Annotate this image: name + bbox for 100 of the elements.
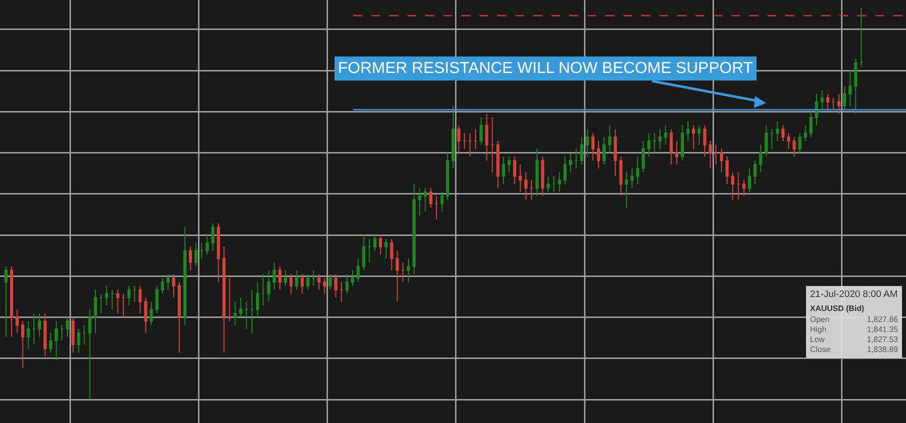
annotation: XAUUSD (Bid) xyxy=(810,304,866,313)
candlestick xyxy=(826,94,830,110)
candlestick xyxy=(396,250,399,302)
candlestick xyxy=(452,105,455,169)
candlestick xyxy=(804,124,807,142)
candlestick xyxy=(496,140,500,188)
candlestick xyxy=(714,144,718,165)
candlestick xyxy=(340,282,343,302)
candlestick xyxy=(513,156,516,185)
candlestick xyxy=(384,238,388,259)
annotation: Open xyxy=(810,315,830,325)
text: 1,838.89 xyxy=(866,345,898,355)
candlestick xyxy=(155,285,158,314)
candlestick xyxy=(71,316,75,353)
text: 1,827.86 xyxy=(866,315,898,325)
candlestick xyxy=(680,124,684,162)
candlestick xyxy=(418,188,422,216)
candlestick xyxy=(485,113,488,162)
candlestick xyxy=(300,274,304,294)
candlestick xyxy=(726,156,729,185)
annotation: FORMER RESISTANCE WILL NOW BECOME SUPPORT xyxy=(338,60,754,77)
candlestick xyxy=(150,301,153,326)
candlestick xyxy=(211,222,214,252)
candlestick xyxy=(38,312,42,338)
candlestick xyxy=(502,156,506,185)
candlestick xyxy=(356,258,360,282)
candlestick xyxy=(508,156,511,173)
candlestick xyxy=(462,132,466,150)
candlestick xyxy=(94,289,97,334)
candlestick xyxy=(10,266,14,338)
candlestick xyxy=(132,285,136,302)
candlestick xyxy=(284,270,288,286)
candlestick xyxy=(636,156,640,185)
candlestick xyxy=(234,301,237,326)
candlestick xyxy=(792,136,796,158)
candlestick xyxy=(731,172,734,200)
candlestick xyxy=(647,132,650,158)
candlestick xyxy=(412,184,416,275)
text: 1,827.53 xyxy=(866,335,898,345)
candlestick xyxy=(206,234,209,256)
candlestick xyxy=(256,282,260,318)
candlestick xyxy=(770,128,774,150)
candlestick xyxy=(345,274,349,294)
annotation: 21-Jul-2020 8:00 AM xyxy=(810,289,898,300)
candlestick xyxy=(574,148,578,169)
candlestick xyxy=(675,140,678,165)
candlestick xyxy=(569,152,572,173)
candlestick xyxy=(290,274,293,294)
candlestick xyxy=(591,132,595,162)
candlestick xyxy=(692,124,696,150)
candlestick xyxy=(278,266,282,290)
candlestick xyxy=(474,128,478,150)
candlestick xyxy=(837,94,840,114)
candlestick xyxy=(608,124,612,154)
candlestick xyxy=(602,136,606,165)
candlestick xyxy=(401,262,404,282)
candlestick xyxy=(116,289,120,314)
candlestick xyxy=(228,278,232,322)
candlestick xyxy=(60,324,64,342)
candlestick xyxy=(580,136,584,165)
candlestick xyxy=(776,120,779,142)
candlestick xyxy=(127,285,131,306)
candlestick xyxy=(563,156,567,185)
candlestick xyxy=(378,234,382,256)
candlestick xyxy=(552,176,556,192)
candlestick xyxy=(781,124,785,142)
candlestick xyxy=(753,160,757,185)
candlestick xyxy=(317,274,321,290)
candlestick xyxy=(49,332,52,353)
candlestick xyxy=(216,222,220,282)
candlestick xyxy=(373,234,377,252)
candlestick xyxy=(105,285,108,306)
candlestick xyxy=(708,140,712,169)
candlestick xyxy=(860,7,863,68)
candlestick xyxy=(842,86,846,110)
candlestick xyxy=(323,278,326,294)
candlestick xyxy=(440,191,444,212)
candlestick xyxy=(306,274,310,290)
candlestick xyxy=(809,109,813,138)
candlestick xyxy=(183,226,186,326)
candlestick xyxy=(619,156,622,196)
candlestick xyxy=(787,132,790,150)
candlestick xyxy=(334,274,338,298)
candlestick xyxy=(490,117,494,173)
candlestick xyxy=(798,132,802,154)
candlestick xyxy=(703,124,706,158)
candlestick xyxy=(312,270,316,286)
candlestick xyxy=(658,128,662,150)
candlestick xyxy=(66,316,70,338)
candlestick xyxy=(178,282,181,353)
candlestick xyxy=(546,176,550,192)
candlestick xyxy=(429,188,432,208)
candlestick xyxy=(32,312,36,346)
candlestick xyxy=(596,140,600,169)
candlestick xyxy=(222,246,226,353)
candlestick xyxy=(166,274,170,290)
candlestick xyxy=(390,238,394,271)
annotation: Close xyxy=(810,345,830,355)
candlestick xyxy=(480,117,483,146)
candlestick xyxy=(82,324,86,346)
